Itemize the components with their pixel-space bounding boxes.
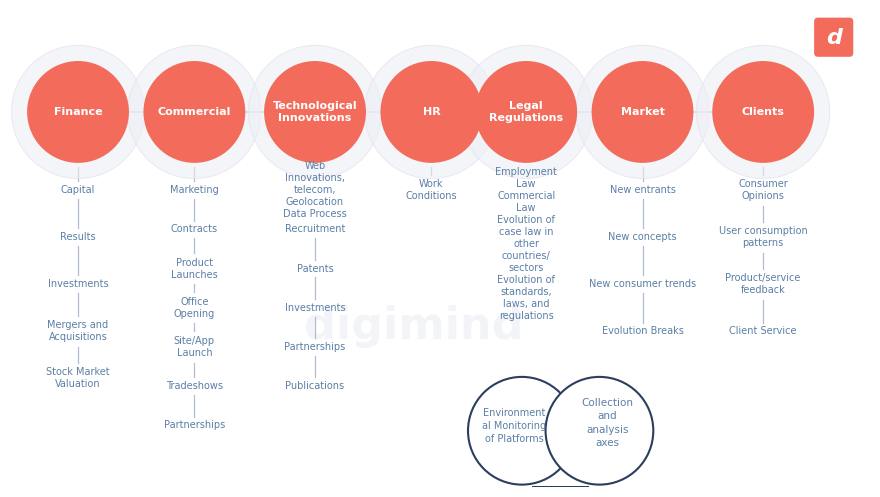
Text: User consumption
patterns: User consumption patterns <box>719 226 808 248</box>
Text: Mergers and
Acquisitions: Mergers and Acquisitions <box>48 321 108 342</box>
Circle shape <box>459 45 593 178</box>
Text: Evolution Breaks: Evolution Breaks <box>602 327 684 336</box>
Text: Recruitment: Recruitment <box>285 225 345 235</box>
Text: Employment
Law
Commercial
Law: Employment Law Commercial Law <box>495 167 557 213</box>
Text: Marketing: Marketing <box>170 185 219 195</box>
Text: Partnerships: Partnerships <box>284 342 346 352</box>
Text: Office
Opening: Office Opening <box>173 297 215 319</box>
Text: Patents: Patents <box>297 263 334 274</box>
Text: Environment
al Monitoring
of Platforms: Environment al Monitoring of Platforms <box>482 408 546 444</box>
Circle shape <box>248 45 382 178</box>
Circle shape <box>712 61 814 163</box>
Circle shape <box>143 61 246 163</box>
Text: Consumer
Opinions: Consumer Opinions <box>738 179 788 201</box>
Text: Results: Results <box>60 232 96 243</box>
Circle shape <box>475 61 577 163</box>
Text: Technological
Innovations: Technological Innovations <box>273 101 357 123</box>
Circle shape <box>546 377 653 485</box>
Circle shape <box>264 61 366 163</box>
Text: Capital: Capital <box>61 185 95 195</box>
Text: Contracts: Contracts <box>171 225 218 235</box>
Text: Finance: Finance <box>54 107 102 117</box>
Text: Product
Launches: Product Launches <box>171 257 217 280</box>
Text: Site/App
Launch: Site/App Launch <box>174 336 215 358</box>
Text: Evolution of
case law in
other
countries/
sectors: Evolution of case law in other countries… <box>497 215 555 273</box>
Text: Work
Conditions: Work Conditions <box>406 179 458 201</box>
Text: Evolution of
standards,
laws, and
regulations: Evolution of standards, laws, and regula… <box>497 275 555 321</box>
Circle shape <box>27 61 129 163</box>
Text: New entrants: New entrants <box>610 185 676 195</box>
Text: Legal
Regulations: Legal Regulations <box>489 101 563 123</box>
FancyBboxPatch shape <box>532 486 589 497</box>
Text: excerpts: excerpts <box>535 489 586 497</box>
Text: Stock Market
Valuation: Stock Market Valuation <box>47 367 110 389</box>
Text: Partnerships: Partnerships <box>164 420 225 430</box>
Text: Market: Market <box>620 107 664 117</box>
Circle shape <box>468 377 576 485</box>
Text: Product/service
feedback: Product/service feedback <box>725 273 801 295</box>
Circle shape <box>365 45 498 178</box>
Text: Publications: Publications <box>285 381 345 391</box>
Circle shape <box>697 45 830 178</box>
Circle shape <box>591 61 693 163</box>
Circle shape <box>11 45 144 178</box>
Circle shape <box>380 61 482 163</box>
Circle shape <box>128 45 261 178</box>
Text: New concepts: New concepts <box>608 232 677 243</box>
Text: Collection
and
analysis
axes: Collection and analysis axes <box>582 398 634 448</box>
Text: HR: HR <box>422 107 440 117</box>
Text: Client Service: Client Service <box>730 327 797 336</box>
Text: Commercial: Commercial <box>158 107 231 117</box>
Text: Investments: Investments <box>285 303 345 313</box>
Text: Tradeshows: Tradeshows <box>166 381 223 391</box>
Text: d: d <box>825 28 841 48</box>
Circle shape <box>576 45 709 178</box>
FancyBboxPatch shape <box>814 17 854 57</box>
Text: Investments: Investments <box>48 279 108 289</box>
Text: Clients: Clients <box>742 107 785 117</box>
Text: New consumer trends: New consumer trends <box>589 279 696 289</box>
Text: digimind: digimind <box>304 305 524 347</box>
Text: Web
Innovations,
telecom,
Geolocation
Data Process: Web Innovations, telecom, Geolocation Da… <box>283 162 347 219</box>
